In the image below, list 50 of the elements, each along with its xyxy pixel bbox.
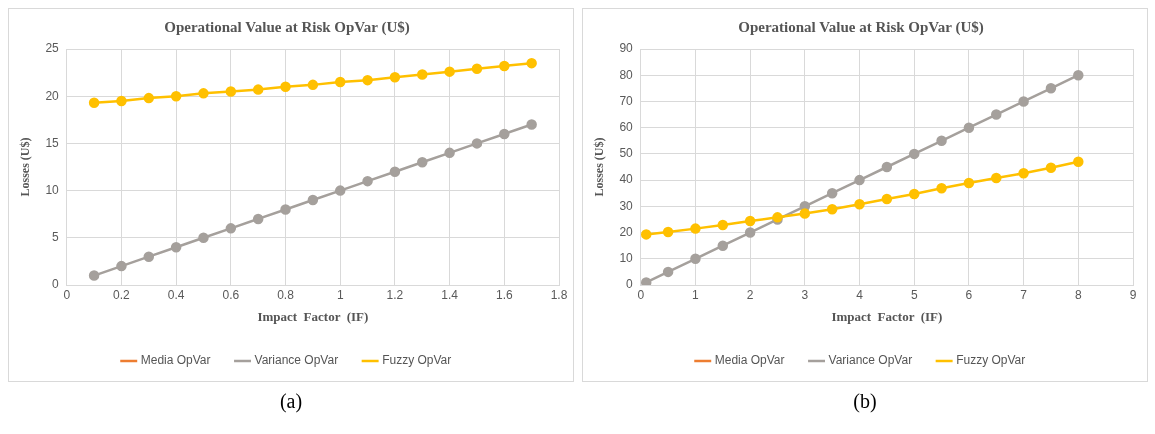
y-tick-label: 50 (619, 146, 634, 161)
y-tick-label: 5 (52, 230, 60, 245)
x-tick-label: 0 (63, 287, 71, 302)
y-tick-label: 10 (619, 251, 634, 266)
y-tick-label: 10 (45, 182, 60, 197)
x-tick-label: 1.4 (441, 287, 459, 302)
y-axis-title: Losses (U$) (592, 137, 607, 197)
x-tick-label: 6 (965, 287, 973, 302)
x-tick-label: 7 (1020, 287, 1028, 302)
text: (b) (852, 390, 878, 413)
text: (a) (278, 390, 304, 413)
y-tick-label: 90 (619, 41, 634, 56)
legend-label: Fuzzy OpVar (382, 353, 452, 368)
y-tick-label: 40 (619, 172, 634, 187)
y-tick-label: 20 (619, 224, 634, 239)
y-tick-label: 25 (45, 41, 60, 56)
x-tick-label: 5 (910, 287, 918, 302)
y-tick-label: 80 (619, 67, 634, 82)
x-tick-label: 1 (692, 287, 700, 302)
y-tick-label: 0 (52, 277, 60, 292)
y-tick-label: 15 (45, 135, 60, 150)
legend-label: Variance OpVar (828, 353, 913, 368)
x-axis-title: Impact Factor (IF) (831, 308, 943, 324)
y-tick-label: 70 (619, 93, 634, 108)
x-tick-label: 0.4 (167, 287, 185, 302)
x-axis-title: Impact Factor (IF) (257, 308, 369, 324)
x-tick-label: 1 (336, 287, 344, 302)
y-tick-label: 60 (619, 119, 634, 134)
y-tick-label: 0 (626, 277, 634, 292)
legend-label: Media OpVar (714, 353, 785, 368)
x-tick-label: 2 (746, 287, 754, 302)
x-tick-label: 0.8 (277, 287, 295, 302)
legend-label: Variance OpVar (254, 353, 339, 368)
x-tick-label: 1.8 (550, 287, 568, 302)
x-tick-label: 1.6 (495, 287, 513, 302)
x-tick-label: 9 (1129, 287, 1137, 302)
y-tick-label: 20 (45, 88, 60, 103)
x-tick-label: 0.6 (222, 287, 240, 302)
legend-label: Fuzzy OpVar (956, 353, 1026, 368)
chart-title: Operational Value at Risk OpVar (U$) (164, 18, 410, 36)
chart-title: Operational Value at Risk OpVar (U$) (738, 18, 984, 36)
x-tick-label: 1.2 (386, 287, 404, 302)
legend-label: Media OpVar (140, 353, 211, 368)
x-tick-label: 0.2 (113, 287, 131, 302)
y-axis-title: Losses (U$) (18, 137, 33, 197)
x-tick-label: 4 (856, 287, 864, 302)
y-tick-label: 30 (619, 198, 634, 213)
x-tick-label: 3 (801, 287, 809, 302)
x-tick-label: 8 (1074, 287, 1082, 302)
x-tick-label: 0 (637, 287, 645, 302)
